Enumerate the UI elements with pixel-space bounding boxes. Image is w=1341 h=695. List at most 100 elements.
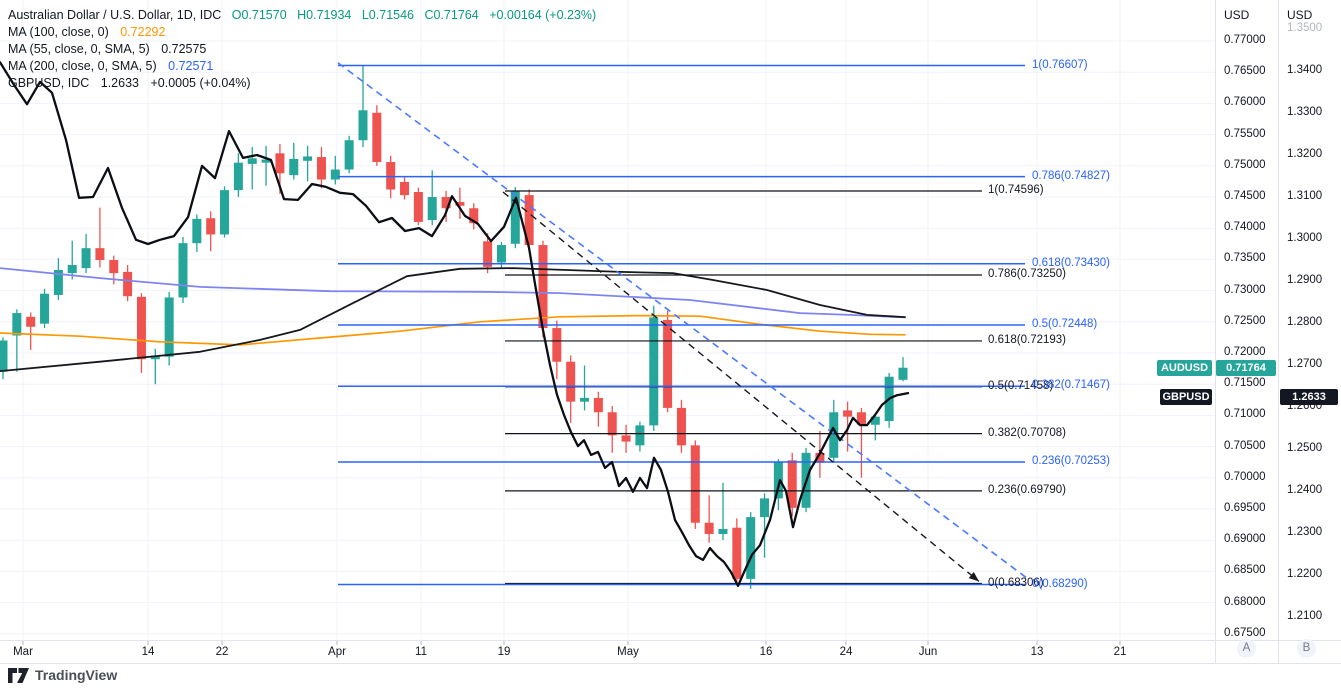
candle-down bbox=[316, 157, 326, 180]
candle-up bbox=[427, 197, 437, 221]
time-axis-label: 22 bbox=[215, 646, 229, 658]
axis-a-button[interactable]: A bbox=[1237, 639, 1256, 658]
candle-down bbox=[593, 397, 603, 413]
candle-up bbox=[192, 218, 202, 244]
candle-up bbox=[233, 162, 243, 191]
candle-up bbox=[178, 243, 188, 298]
candle-down bbox=[663, 319, 673, 408]
ohlc-open: O0.71570 bbox=[231, 8, 287, 22]
candle-up bbox=[760, 498, 770, 518]
change-value: +0.00164 (+0.23%) bbox=[489, 8, 597, 22]
time-axis-label: May bbox=[617, 646, 639, 658]
ma200-value: 0.72571 bbox=[168, 59, 214, 73]
candle-up bbox=[81, 248, 91, 269]
ohlc-low: L0.71546 bbox=[361, 8, 414, 22]
trendline-arrowhead bbox=[968, 572, 979, 582]
candle-up bbox=[358, 110, 368, 141]
black-dashed-downtrend[interactable] bbox=[502, 191, 980, 582]
candle-up bbox=[870, 416, 880, 425]
gbpusd-last-price-badge: 1.2633 bbox=[1280, 389, 1338, 405]
gbpusd-symbol-badge: GBPUSD bbox=[1160, 389, 1212, 405]
candle-up bbox=[247, 158, 257, 164]
candle-up bbox=[12, 313, 22, 336]
legend-ma100-row[interactable]: MA (100, close, 0) 0.72292 bbox=[8, 24, 596, 41]
candle-down bbox=[566, 361, 576, 402]
candle-down bbox=[690, 445, 700, 523]
candle-down bbox=[123, 271, 133, 297]
ma100-label[interactable]: MA (100, close, 0) bbox=[8, 25, 109, 39]
ma55-label[interactable]: MA (55, close, 0, SMA, 5) bbox=[8, 42, 150, 56]
tradingview-logo-text: TradingView bbox=[35, 667, 118, 683]
candle-up bbox=[635, 425, 645, 446]
candle-down bbox=[856, 412, 866, 425]
legend-ma200-row[interactable]: MA (200, close, 0, SMA, 5) 0.72571 bbox=[8, 58, 596, 75]
candle-down bbox=[400, 182, 410, 196]
candle-down bbox=[469, 208, 479, 224]
time-axis-label: Jun bbox=[918, 646, 938, 658]
time-axis-label: 14 bbox=[141, 646, 155, 658]
candle-down bbox=[206, 218, 216, 235]
legend-gbpusd-row[interactable]: GBPUSD, IDC 1.2633 +0.0005 (+0.04%) bbox=[8, 75, 596, 92]
candle-up bbox=[510, 190, 520, 244]
candle-down bbox=[538, 245, 548, 329]
candle-down bbox=[732, 527, 742, 579]
candle-up bbox=[261, 159, 271, 163]
candle-down bbox=[95, 248, 105, 261]
blue-dashed-downtrend[interactable] bbox=[337, 62, 1029, 580]
candle-down bbox=[524, 195, 534, 246]
candle-up bbox=[303, 156, 313, 161]
candle-down bbox=[843, 410, 853, 417]
candle-down bbox=[26, 316, 36, 327]
audusd-symbol-badge: AUDUSD bbox=[1157, 360, 1212, 376]
time-axis-label: 21 bbox=[1113, 646, 1127, 658]
candle-down bbox=[441, 197, 451, 209]
ma100-value: 0.72292 bbox=[120, 25, 166, 39]
candle-down bbox=[676, 407, 686, 446]
ma-200-line bbox=[0, 267, 906, 319]
symbol-title[interactable]: Australian Dollar / U.S. Dollar, 1D, IDC bbox=[8, 8, 222, 22]
ohlc-high: H0.71934 bbox=[297, 8, 352, 22]
legend-ma55-row[interactable]: MA (55, close, 0, SMA, 5) 0.72575 bbox=[8, 41, 596, 58]
ma-100-line bbox=[0, 314, 906, 346]
candle-down bbox=[413, 192, 423, 222]
time-axis[interactable]: Mar 14 22 Apr 11 19 May 16 24 Jun 13 21 bbox=[0, 640, 1341, 663]
candle-up bbox=[580, 397, 590, 402]
candle-down bbox=[552, 328, 562, 362]
candle-up bbox=[344, 140, 354, 170]
candle-up bbox=[289, 158, 299, 176]
gbpusd-change: +0.0005 (+0.04%) bbox=[150, 76, 251, 90]
time-axis-label: 16 bbox=[759, 646, 773, 658]
candle-down bbox=[455, 201, 465, 206]
candle-down bbox=[386, 162, 396, 190]
candle-up bbox=[150, 355, 160, 360]
axis-b-button[interactable]: B bbox=[1297, 639, 1316, 658]
candle-up bbox=[220, 190, 230, 235]
gbpusd-label[interactable]: GBPUSD, IDC bbox=[8, 76, 90, 90]
legend-symbol-row[interactable]: Australian Dollar / U.S. Dollar, 1D, IDC… bbox=[8, 7, 596, 24]
candle-up bbox=[330, 169, 340, 180]
candle-down bbox=[787, 460, 797, 508]
candle-down bbox=[109, 260, 119, 274]
candle-up bbox=[53, 270, 63, 295]
candle-up bbox=[40, 293, 50, 324]
candle-up bbox=[0, 340, 8, 372]
candle-down bbox=[607, 412, 617, 436]
tradingview-branding[interactable]: TradingView bbox=[8, 667, 117, 683]
candle-up bbox=[718, 528, 728, 534]
time-axis-label: 13 bbox=[1030, 646, 1044, 658]
candle-up bbox=[496, 245, 506, 263]
candle-up bbox=[898, 367, 908, 380]
time-axis-label: 11 bbox=[415, 646, 427, 658]
time-axis-label: 19 bbox=[497, 646, 511, 658]
ma-55-line bbox=[0, 267, 906, 373]
time-axis-label: Mar bbox=[13, 646, 33, 658]
candle-down bbox=[275, 153, 285, 174]
candle-up bbox=[67, 265, 77, 274]
ma200-label[interactable]: MA (200, close, 0, SMA, 5) bbox=[8, 59, 157, 73]
candle-up bbox=[164, 297, 174, 357]
time-axis-label: Apr bbox=[328, 646, 346, 658]
candle-down bbox=[815, 452, 825, 463]
tradingview-logo-icon bbox=[8, 667, 29, 683]
